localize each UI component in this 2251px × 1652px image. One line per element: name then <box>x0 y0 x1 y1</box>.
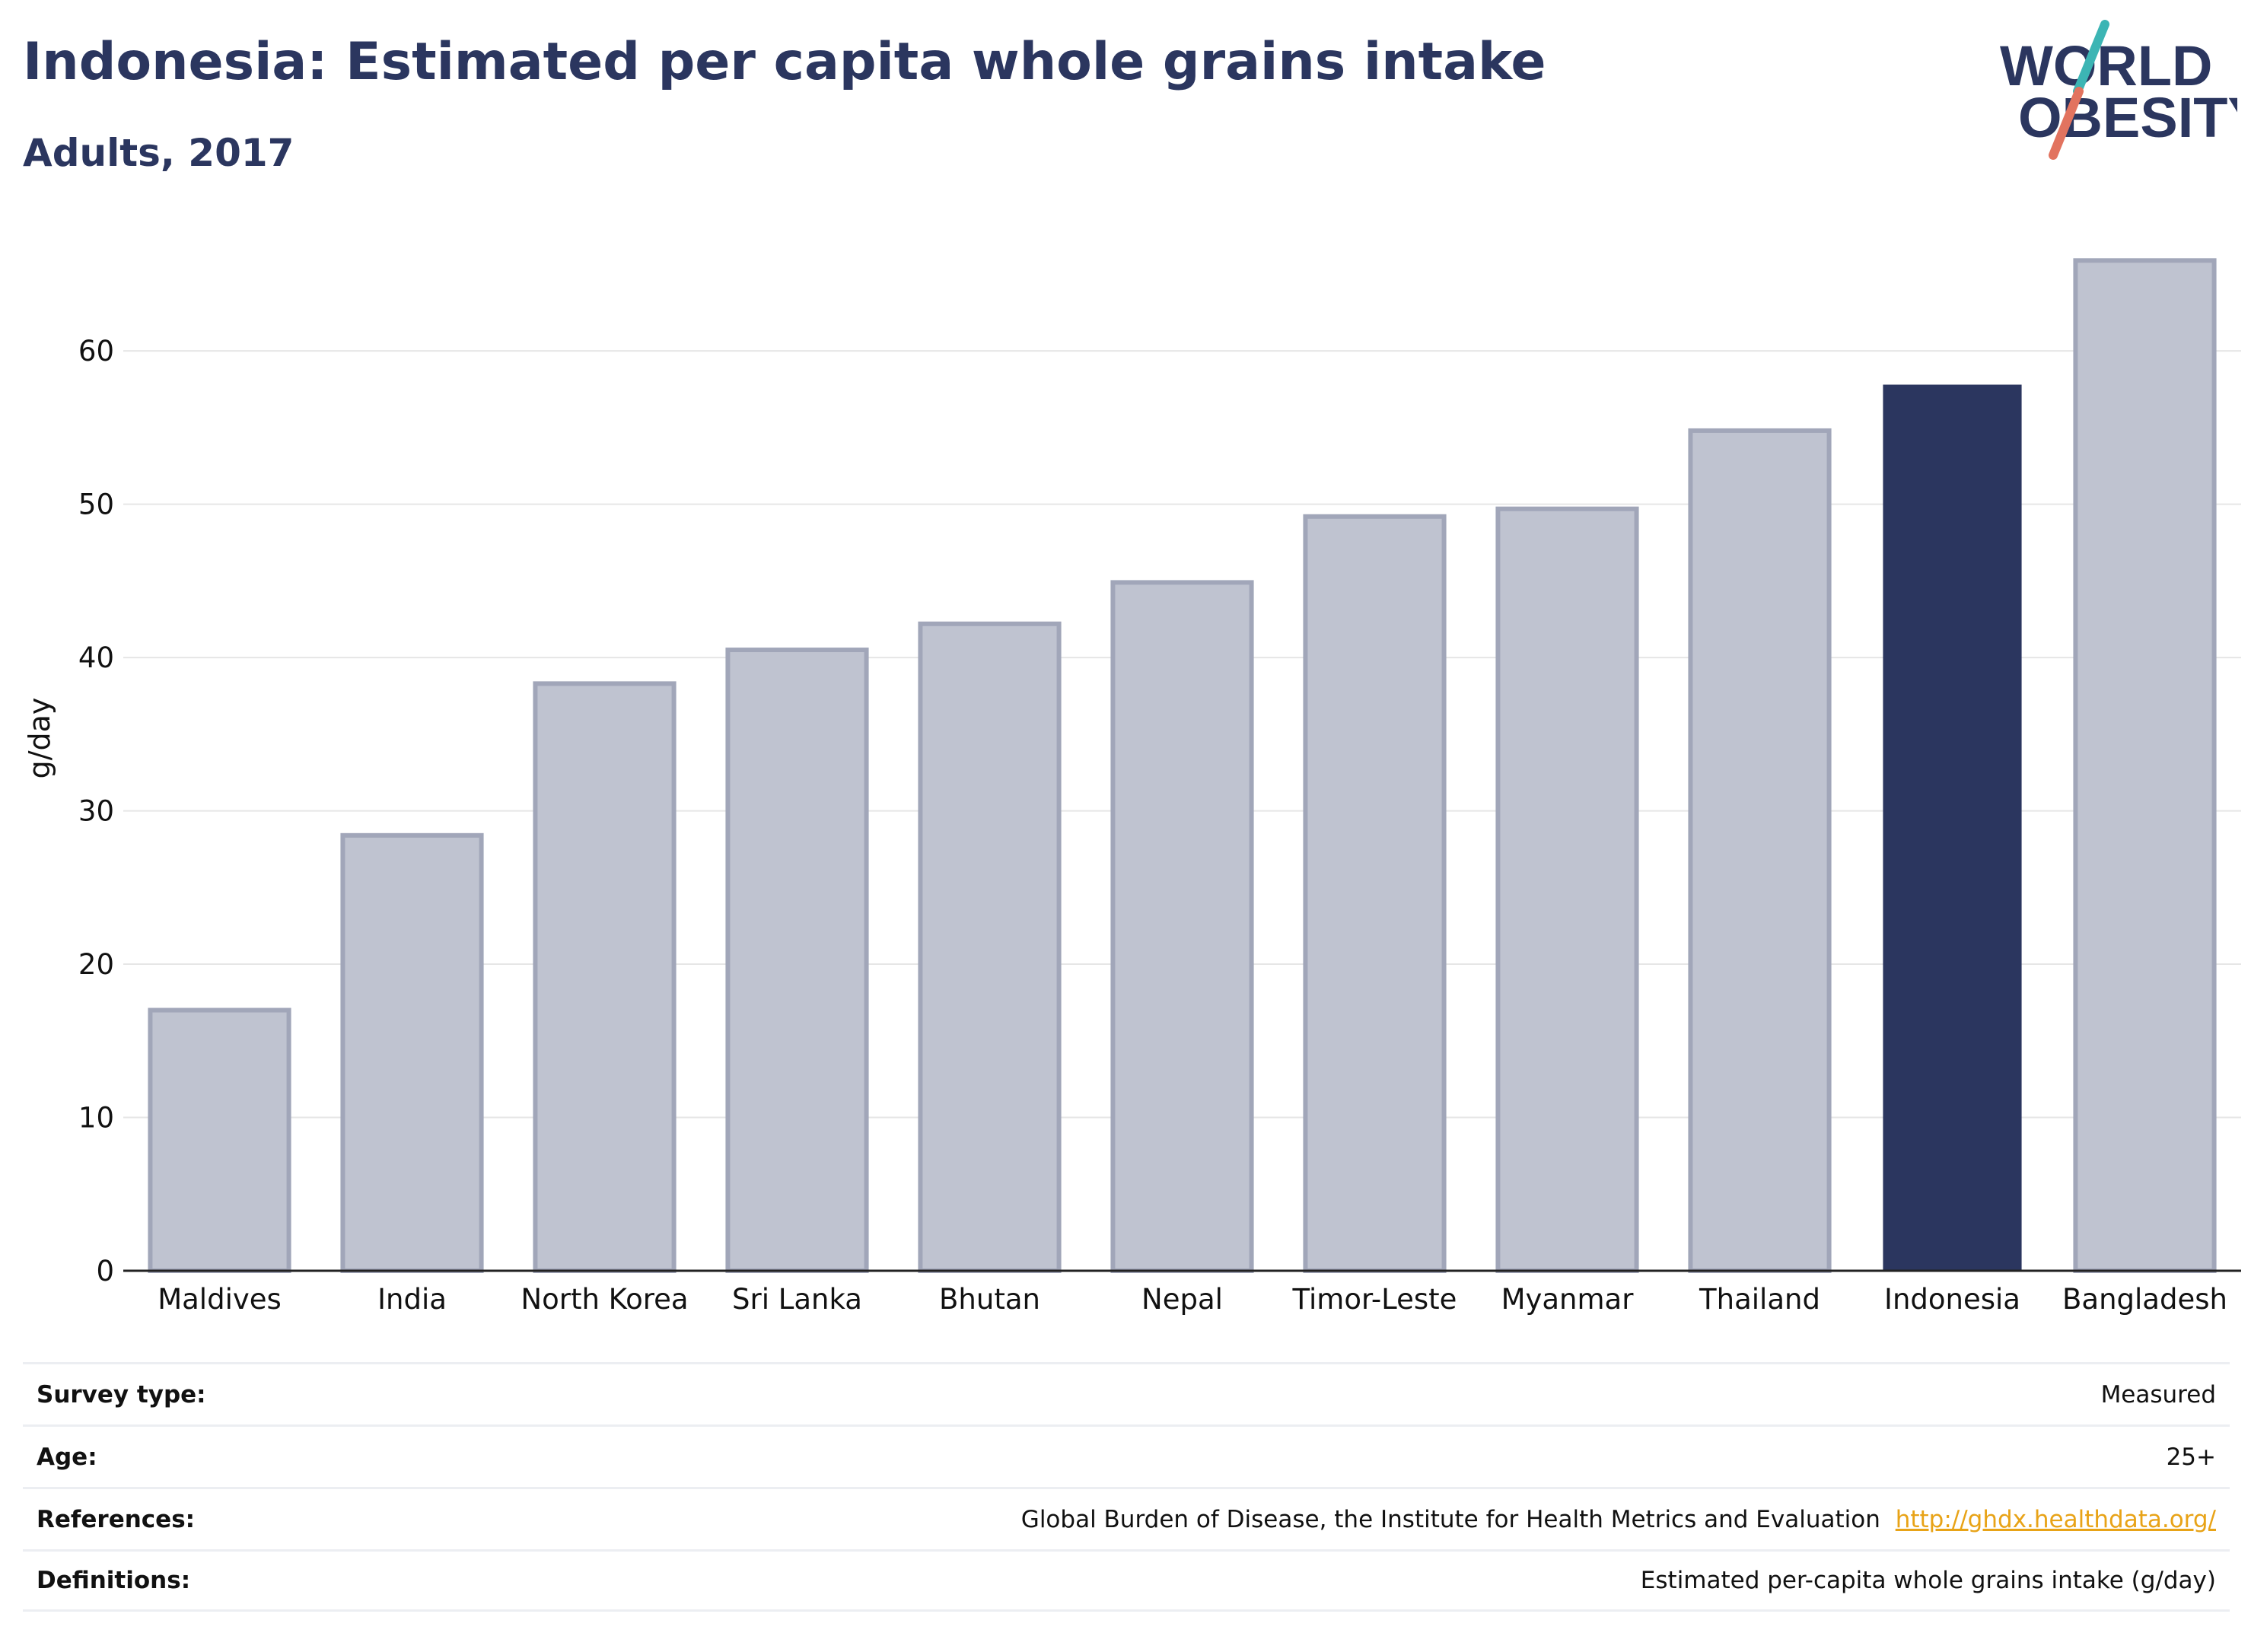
bar-thailand <box>1688 428 1832 1273</box>
info-row-definitions: Definitions: Estimated per-capita whole … <box>23 1549 2230 1612</box>
y-tick-label: 10 <box>78 1102 114 1135</box>
info-value: Measured <box>2100 1380 2216 1408</box>
bar-nepal <box>1110 580 1254 1273</box>
logo-slash-teal <box>2073 20 2109 96</box>
x-tick-label: Nepal <box>1141 1283 1223 1316</box>
bar-indonesia <box>1883 384 2022 1271</box>
y-tick-label: 60 <box>78 335 114 368</box>
y-tick-label: 50 <box>78 489 114 521</box>
info-key: Survey type: <box>37 1380 206 1408</box>
bar-north-korea <box>533 681 677 1273</box>
x-tick-label: Indonesia <box>1884 1283 2020 1316</box>
info-row-references: References: Global Burden of Disease, th… <box>23 1487 2230 1549</box>
bar-bangladesh <box>2073 258 2217 1273</box>
y-tick-label: 30 <box>78 795 114 828</box>
x-tick-label: India <box>377 1283 447 1316</box>
bar-timor-leste <box>1303 514 1447 1273</box>
info-table: Survey type: Measured Age: 25+ Reference… <box>23 1362 2230 1612</box>
info-value: Global Burden of Disease, the Institute … <box>1020 1505 1880 1533</box>
x-tick-label: North Korea <box>521 1283 688 1316</box>
info-key: Age: <box>37 1443 97 1471</box>
reference-link[interactable]: http://ghdx.healthdata.org/ <box>1895 1505 2216 1533</box>
bar-chart: 0 10 20 30 40 50 60 Maldives India North Korea Sri… <box>78 258 2241 1316</box>
info-value-wrap: Global Burden of Disease, the Institute … <box>1021 1506 2216 1533</box>
info-row-age: Age: 25+ <box>23 1424 2230 1487</box>
x-tick-label: Sri Lanka <box>732 1283 862 1316</box>
x-tick-label: Bangladesh <box>2062 1283 2227 1316</box>
info-value: Estimated per-capita whole grains intake… <box>1640 1567 2216 1594</box>
info-value: 25+ <box>2166 1443 2216 1471</box>
bar-india <box>340 832 484 1273</box>
x-tick-label: Bhutan <box>939 1283 1040 1316</box>
x-tick-label: Timor-Leste <box>1292 1283 1457 1316</box>
chart-title: Indonesia: Estimated per capita whole gr… <box>23 32 1546 92</box>
logo-slash-coral <box>2049 87 2084 160</box>
info-row-survey-type: Survey type: Measured <box>23 1362 2230 1424</box>
y-tick-label: 0 <box>96 1255 114 1288</box>
logo-text-world: WORLD <box>2000 34 2213 97</box>
logo-text-obesity: OBESITY <box>2018 86 2237 149</box>
chart-subtitle: Adults, 2017 <box>23 131 295 175</box>
y-tick-label: 40 <box>78 641 114 674</box>
info-key: Definitions: <box>37 1567 191 1594</box>
world-obesity-logo: WORLD OBESITY <box>2000 20 2237 160</box>
x-tick-label: Maldives <box>158 1283 282 1316</box>
bar-sri-lanka <box>725 648 869 1273</box>
bar-myanmar <box>1495 506 1639 1273</box>
bar-bhutan <box>918 621 1062 1273</box>
y-tick-label: 20 <box>78 948 114 981</box>
info-key: References: <box>37 1505 196 1533</box>
bar-maldives <box>148 1007 291 1273</box>
x-tick-label: Thailand <box>1699 1283 1820 1316</box>
x-tick-label: Myanmar <box>1501 1283 1635 1316</box>
